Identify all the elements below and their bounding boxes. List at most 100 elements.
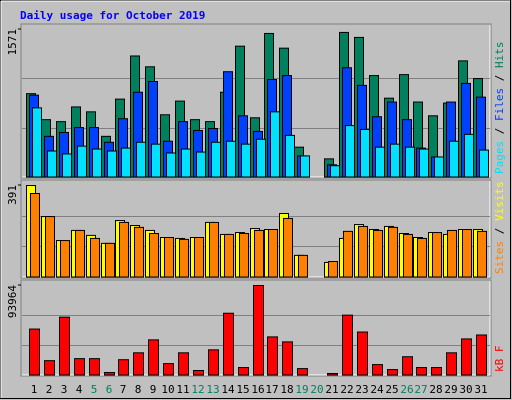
bar bbox=[477, 230, 487, 278]
legend-entry: Hits bbox=[493, 42, 506, 69]
bar bbox=[253, 285, 264, 376]
x-tick-label: 13 bbox=[206, 383, 219, 396]
x-tick-label: 6 bbox=[106, 383, 113, 396]
bar bbox=[403, 233, 413, 278]
legend: Sites / Visits bbox=[493, 181, 506, 274]
bar bbox=[372, 364, 383, 376]
bar bbox=[119, 221, 129, 278]
bar bbox=[328, 261, 338, 278]
bar bbox=[196, 151, 206, 178]
x-tick-label: 24 bbox=[370, 383, 384, 396]
y-tick-label: 1571 bbox=[6, 29, 19, 56]
x-tick-label: 1 bbox=[31, 383, 38, 396]
legend-entry: Pages bbox=[493, 141, 506, 174]
bar bbox=[405, 146, 415, 178]
x-tick-label: 10 bbox=[161, 383, 174, 396]
bar bbox=[45, 216, 55, 278]
bar bbox=[476, 334, 487, 376]
bar bbox=[375, 146, 385, 178]
bar bbox=[105, 242, 115, 278]
bar bbox=[89, 358, 100, 376]
bar bbox=[226, 140, 236, 178]
bar bbox=[209, 221, 219, 278]
bar bbox=[29, 328, 40, 376]
x-tick-label: 16 bbox=[251, 383, 264, 396]
x-tick-label: 25 bbox=[385, 383, 398, 396]
bar bbox=[446, 352, 457, 376]
x-tick-label: 26 bbox=[400, 383, 413, 396]
bar bbox=[163, 363, 174, 376]
chart-title: Daily usage for October 2019 bbox=[20, 9, 205, 22]
x-tick-label: 31 bbox=[474, 383, 487, 396]
x-tick-label: 9 bbox=[150, 383, 157, 396]
y-tick-label: 391 bbox=[6, 185, 19, 205]
bar bbox=[431, 367, 442, 376]
x-tick-label: 22 bbox=[340, 383, 353, 396]
bar bbox=[461, 338, 472, 376]
bar bbox=[419, 148, 429, 178]
bar bbox=[193, 370, 204, 376]
x-tick-label: 19 bbox=[295, 383, 308, 396]
bar bbox=[239, 233, 249, 278]
bar bbox=[327, 372, 338, 376]
bar bbox=[149, 233, 159, 278]
bar bbox=[373, 229, 383, 278]
bar bbox=[90, 237, 100, 278]
x-tick-label: 12 bbox=[191, 383, 204, 396]
bar bbox=[268, 229, 278, 278]
bar bbox=[402, 356, 413, 376]
bar bbox=[208, 349, 219, 376]
x-tick-label: 14 bbox=[221, 383, 235, 396]
bar bbox=[432, 232, 442, 278]
bar bbox=[164, 237, 174, 278]
x-tick-label: 29 bbox=[444, 383, 457, 396]
bar bbox=[416, 367, 427, 376]
x-tick-label: 3 bbox=[61, 383, 68, 396]
bar bbox=[285, 134, 295, 178]
x-tick-label: 17 bbox=[265, 383, 278, 396]
bar bbox=[75, 229, 85, 278]
x-tick-label: 2 bbox=[46, 383, 53, 396]
bar bbox=[166, 152, 176, 178]
bar bbox=[342, 314, 353, 376]
x-tick-label: 18 bbox=[280, 383, 293, 396]
bar bbox=[211, 141, 221, 178]
bar bbox=[390, 143, 400, 178]
x-tick-label: 23 bbox=[355, 383, 368, 396]
x-tick-label: 4 bbox=[76, 383, 83, 396]
bar bbox=[136, 141, 146, 178]
x-tick-label: 8 bbox=[135, 383, 142, 396]
bar bbox=[343, 230, 353, 278]
bar bbox=[388, 226, 398, 278]
x-tick-label: 7 bbox=[120, 383, 127, 396]
bar bbox=[417, 237, 427, 278]
bar bbox=[30, 193, 40, 278]
x-tick-label: 21 bbox=[325, 383, 338, 396]
legend-separator: / bbox=[493, 221, 506, 241]
bar bbox=[148, 339, 159, 376]
bar bbox=[224, 233, 234, 278]
bar bbox=[256, 138, 266, 178]
bar bbox=[92, 148, 102, 178]
legend-separator: / bbox=[493, 68, 506, 88]
bar bbox=[282, 341, 293, 376]
bar bbox=[464, 133, 474, 178]
x-tick-label: 30 bbox=[459, 383, 472, 396]
bar bbox=[118, 359, 129, 376]
x-tick-label: 11 bbox=[176, 383, 189, 396]
legend: kB F bbox=[493, 346, 506, 373]
bar bbox=[223, 312, 234, 376]
bar bbox=[479, 149, 489, 178]
bar bbox=[44, 360, 55, 376]
x-tick-label: 15 bbox=[236, 383, 249, 396]
bar bbox=[300, 155, 310, 178]
legend-separator: / bbox=[493, 121, 506, 141]
bar bbox=[270, 111, 280, 178]
bar bbox=[181, 148, 191, 178]
bar bbox=[104, 372, 115, 376]
bar bbox=[77, 145, 87, 178]
bar bbox=[267, 336, 278, 376]
bar bbox=[241, 143, 251, 178]
bar bbox=[151, 143, 161, 178]
